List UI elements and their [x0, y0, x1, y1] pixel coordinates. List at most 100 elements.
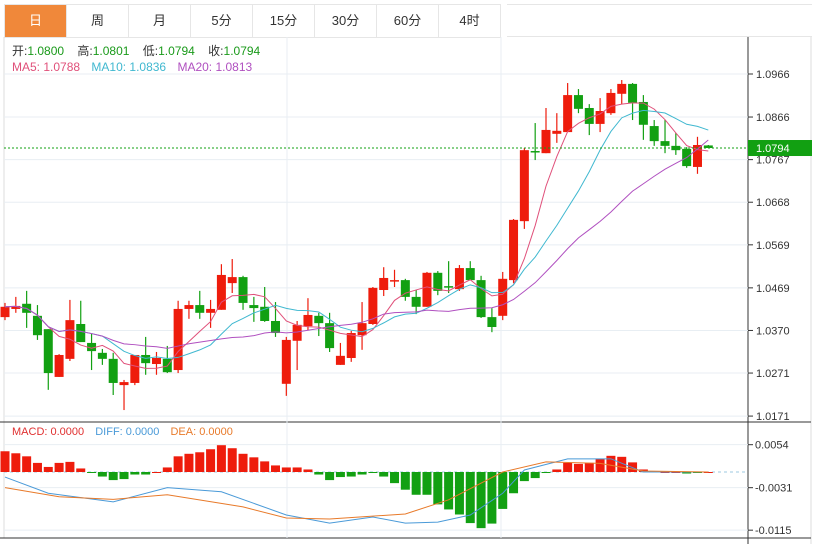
- open-value: 1.0800: [27, 44, 65, 58]
- macd-bar: [595, 458, 605, 472]
- candle-body: [595, 111, 605, 124]
- candle-body: [260, 306, 270, 321]
- candle-body: [487, 317, 497, 328]
- macd-bar: [519, 472, 529, 482]
- tab-7[interactable]: 4时: [439, 5, 501, 37]
- candle-body: [541, 129, 551, 154]
- candle-body: [638, 101, 648, 125]
- ma5-value: MA5: 1.0788: [12, 60, 81, 74]
- candle: [606, 89, 616, 115]
- candle-body: [660, 141, 670, 146]
- current-price-tag: [748, 140, 812, 157]
- period-tabs: 日周月 5分 15分 30分 60分 4时: [4, 4, 501, 38]
- candle-body: [76, 324, 86, 343]
- tab-5[interactable]: 30分: [315, 5, 377, 37]
- price-tick-label: 1.0370: [756, 325, 790, 337]
- price-tick-label: 1.0569: [756, 240, 790, 252]
- candle-body: [692, 144, 702, 167]
- tab-1[interactable]: 周: [67, 5, 129, 37]
- macd-bar: [400, 472, 410, 490]
- candle-body: [509, 219, 519, 281]
- macd-tick-label: -0.0115: [755, 525, 792, 537]
- candle-body: [206, 308, 216, 313]
- macd-bar: [346, 472, 356, 477]
- candle: [509, 219, 519, 284]
- macd-bar: [606, 455, 616, 472]
- candle: [628, 83, 638, 121]
- diff-line: [4, 458, 709, 524]
- candle: [519, 148, 529, 229]
- candle-body: [563, 95, 573, 133]
- candle: [411, 290, 421, 315]
- macd-bar: [454, 472, 464, 515]
- candle: [573, 89, 583, 114]
- macd-bar: [108, 472, 118, 481]
- macd-bar: [498, 472, 508, 509]
- macd-value: MACD: 0.0000: [12, 426, 85, 438]
- macd-bar: [216, 445, 226, 472]
- candle: [314, 312, 324, 337]
- tab-4[interactable]: 15分: [253, 5, 315, 37]
- price-tick-label: 1.0469: [756, 283, 790, 295]
- candle-body: [335, 355, 345, 365]
- candle-body: [303, 314, 313, 327]
- macd-bar: [65, 461, 75, 472]
- candle-body: [227, 277, 237, 284]
- candle: [487, 308, 497, 333]
- macd-bar: [465, 472, 475, 524]
- ma20-value: MA20: 1.0813: [177, 60, 253, 74]
- candle-body: [216, 274, 226, 310]
- macd-bar: [43, 466, 53, 472]
- macd-bar: [0, 451, 10, 472]
- candle: [357, 302, 367, 350]
- macd-bar: [325, 472, 335, 481]
- macd-bar: [260, 461, 270, 472]
- candle-body: [390, 280, 400, 282]
- price-tick-label: 1.0171: [756, 411, 790, 423]
- candle-body: [498, 278, 508, 316]
- candle-body: [249, 305, 259, 309]
- candle: [400, 278, 410, 301]
- candle: [151, 351, 161, 375]
- candle: [595, 98, 605, 133]
- tab-2[interactable]: 月: [129, 5, 191, 37]
- macd-bar: [573, 463, 583, 472]
- tab-3[interactable]: 5分: [191, 5, 253, 37]
- candle: [325, 312, 335, 352]
- macd-bar: [390, 472, 400, 484]
- candle: [346, 330, 356, 362]
- candle: [184, 300, 194, 319]
- candle: [476, 275, 486, 318]
- candle-body: [649, 126, 659, 142]
- price-tick-label: 1.0767: [756, 155, 790, 167]
- macd-bar: [584, 462, 594, 472]
- macd-bar: [32, 462, 42, 472]
- price-tick-label: 1.0966: [756, 69, 790, 81]
- tab-6[interactable]: 60分: [377, 5, 439, 37]
- macd-tick-label: -0.0031: [755, 483, 792, 495]
- candle-body: [465, 268, 475, 281]
- candle-body: [617, 83, 627, 94]
- open-label: 开:: [12, 44, 28, 58]
- macd-bar: [552, 469, 562, 472]
- macd-bar: [292, 467, 302, 472]
- candle: [173, 300, 183, 374]
- candle: [617, 80, 627, 105]
- macd-bar: [682, 472, 692, 474]
- current-price-label: 1.0794: [756, 143, 790, 155]
- tabs-filler: [507, 4, 812, 37]
- macd-tick-label: 0.0054: [755, 440, 789, 452]
- macd-bar: [444, 472, 454, 510]
- macd-bar: [119, 472, 129, 480]
- candle-body: [433, 272, 443, 291]
- candle-body: [130, 354, 140, 383]
- candle: [638, 95, 648, 140]
- candle: [141, 336, 151, 375]
- tab-0[interactable]: 日: [5, 5, 67, 37]
- candle-body: [108, 358, 118, 383]
- candle: [87, 333, 97, 371]
- candle: [692, 136, 702, 174]
- candle: [249, 296, 259, 322]
- candle-body: [87, 342, 97, 352]
